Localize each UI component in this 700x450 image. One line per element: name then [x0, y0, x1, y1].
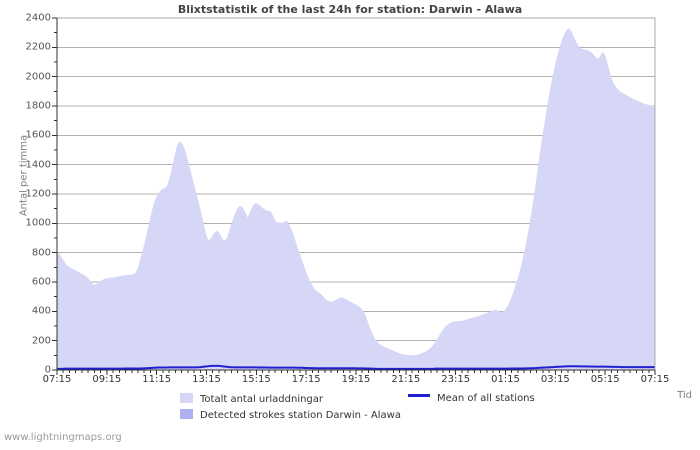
x-axis-tick-label: 03:15: [540, 374, 570, 385]
y-axis-tick-label: 0: [44, 364, 51, 376]
area-total-discharges: [57, 28, 655, 371]
y-axis-tick-label: 2200: [25, 41, 51, 53]
x-axis-tick-label: 19:15: [341, 374, 371, 385]
legend-swatch-station: [180, 409, 193, 419]
legend-label-total: Totalt antal urladdningar: [200, 394, 324, 405]
y-axis-tick-label: 600: [31, 276, 51, 288]
y-axis-tick-label: 800: [31, 247, 51, 259]
y-axis-tick-label: 200: [31, 335, 51, 347]
x-axis-tick-label: 01:15: [491, 374, 520, 385]
legend-swatch-total: [180, 393, 193, 403]
footer-watermark: www.lightningmaps.org: [4, 432, 122, 443]
legend-label-station: Detected strokes station Darwin - Alawa: [200, 410, 401, 421]
line-mean-all-stations: [57, 364, 655, 370]
y-axis-tick-label: 400: [31, 305, 51, 317]
y-axis-tick-label: 1800: [25, 100, 51, 112]
y-axis-tick-label: 1000: [25, 217, 51, 229]
legend-item-station: Detected strokes station Darwin - Alawa: [180, 409, 401, 421]
y-axis-tick-label: 2000: [25, 71, 51, 83]
chart-legend: Totalt antal urladdningar Detected strok…: [0, 393, 700, 425]
y-axis-tick-label: 1200: [25, 188, 51, 200]
y-axis-tick-label: 1600: [25, 129, 51, 141]
x-axis-label: Tid: [677, 390, 692, 401]
legend-line-mean: [408, 394, 430, 397]
legend-item-mean: Mean of all stations: [408, 393, 535, 404]
y-axis-tick-label: 1400: [25, 159, 51, 171]
legend-item-total: Totalt antal urladdningar: [180, 393, 323, 405]
x-axis-tick-label: 13:15: [192, 374, 221, 385]
x-axis-tick-label: 23:15: [441, 374, 471, 385]
x-axis-tick-label: 21:15: [391, 374, 421, 385]
x-axis-tick-label: 09:15: [92, 374, 122, 385]
x-axis-tick-label: 11:15: [142, 374, 172, 385]
x-axis-tick-label: 07:15: [42, 374, 72, 385]
y-axis-tick-label: 2400: [25, 12, 51, 24]
x-axis-tick-label: 15:15: [241, 374, 271, 385]
legend-label-mean: Mean of all stations: [437, 393, 535, 404]
x-axis-tick-label: 05:15: [590, 374, 620, 385]
x-axis-tick-label: 07:15: [640, 374, 670, 385]
x-axis-tick-label: 17:15: [291, 374, 321, 385]
chart-title: Blixtstatistik of the last 24h for stati…: [177, 3, 523, 16]
